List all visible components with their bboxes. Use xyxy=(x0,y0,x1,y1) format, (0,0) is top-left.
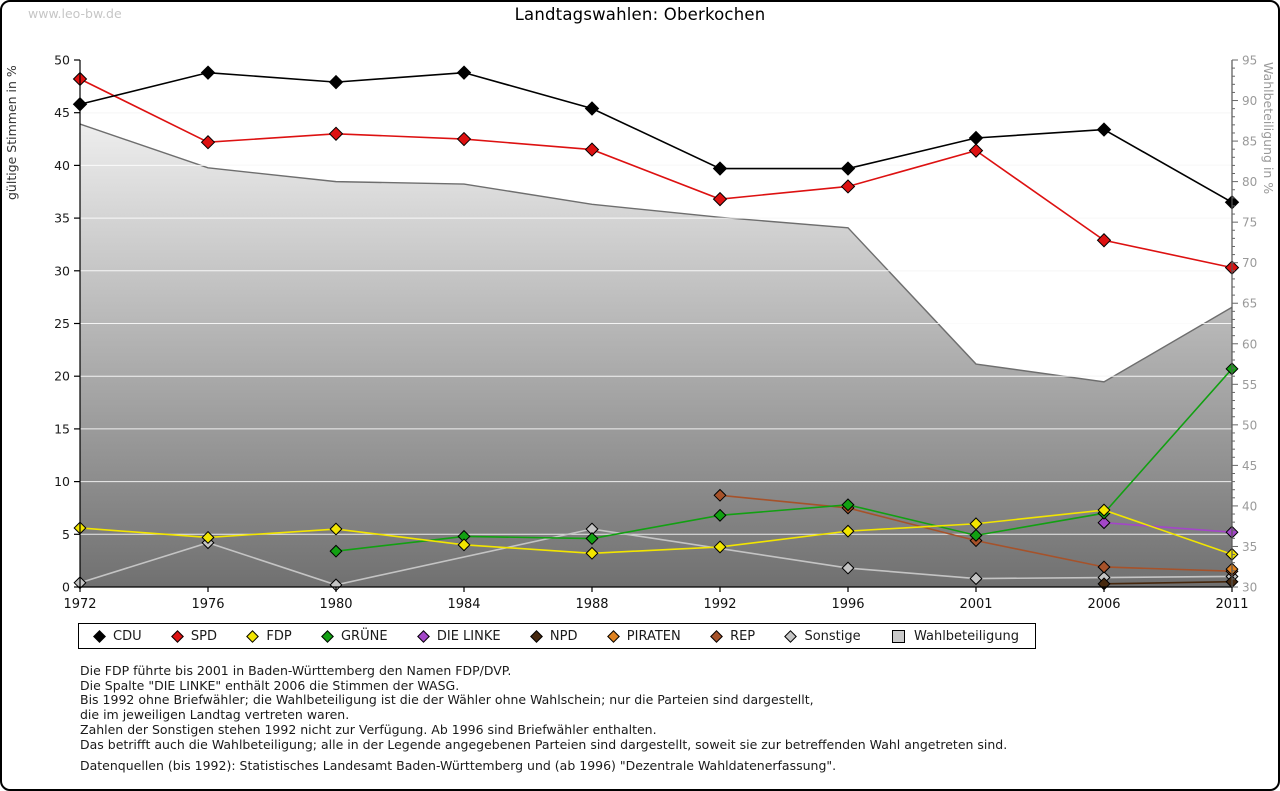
footnote-line: Zahlen der Sonstigen stehen 1992 nicht z… xyxy=(80,721,657,737)
svg-text:40: 40 xyxy=(54,158,70,173)
x-tick-2011: 2011 xyxy=(1215,597,1248,612)
svg-text:90: 90 xyxy=(1242,94,1257,108)
x-tick-2001: 2001 xyxy=(959,597,992,612)
diamond-marker-icon xyxy=(171,629,184,643)
diamond-marker-icon xyxy=(606,629,620,643)
footnote-line: Bis 1992 ohne Briefwähler; die Wahlbetei… xyxy=(80,692,814,708)
diamond-marker-icon xyxy=(416,629,430,643)
left-axis-title: gültige Stimmen in % xyxy=(4,65,19,200)
legend-label: DIE LINKE xyxy=(436,628,501,644)
footnote-line: Die Spalte "DIE LINKE" enthält 2006 die … xyxy=(80,677,460,693)
series-line-fdp xyxy=(73,503,1239,561)
svg-text:35: 35 xyxy=(1242,540,1257,554)
diamond-marker-icon xyxy=(530,629,543,643)
series-area-wahlbeteiligung xyxy=(79,123,1233,587)
diamond-marker-icon xyxy=(784,629,798,643)
svg-text:40: 40 xyxy=(1242,499,1257,513)
legend-item-wahlbeteiligung: Wahlbeteiligung xyxy=(891,628,1019,644)
svg-text:20: 20 xyxy=(54,369,70,384)
legend-item-die-linke: DIE LINKE xyxy=(416,628,501,644)
chart-legend: CDU SPD FDP GRÜNE DIE LINKE NPD PIRATEN REP Sons… xyxy=(78,623,1036,649)
x-tick-1988: 1988 xyxy=(575,597,608,612)
legend-label: CDU xyxy=(113,628,142,644)
legend-item-sonstige: Sonstige xyxy=(784,628,861,644)
footnotes: Die FDP führte bis 2001 in Baden-Württem… xyxy=(80,663,1008,774)
svg-text:80: 80 xyxy=(1242,175,1257,189)
x-tick-1992: 1992 xyxy=(703,597,736,612)
x-tick-1972: 1972 xyxy=(63,597,96,612)
x-tick-1984: 1984 xyxy=(447,597,480,612)
legend-item-gru-ne: GRÜNE xyxy=(321,628,388,644)
svg-text:60: 60 xyxy=(1242,337,1257,351)
legend-label: PIRATEN xyxy=(626,628,681,644)
right-axis-title: Wahlbeteiligung in % xyxy=(1261,62,1276,194)
svg-text:30: 30 xyxy=(1242,581,1257,595)
legend-label: SPD xyxy=(190,628,218,644)
svg-text:10: 10 xyxy=(54,474,70,489)
legend-label: NPD xyxy=(549,628,578,644)
legend-item-fdp: FDP xyxy=(246,628,292,644)
footnote-line: Die FDP führte bis 2001 in Baden-Württem… xyxy=(80,663,512,678)
x-tick-1996: 1996 xyxy=(831,597,864,612)
legend-item-npd: NPD xyxy=(530,628,578,644)
svg-text:45: 45 xyxy=(54,105,70,120)
svg-text:85: 85 xyxy=(1242,135,1257,149)
series-line-spd xyxy=(72,71,1240,275)
footnote-line: die im jeweiligen Landtag vertreten ware… xyxy=(80,707,350,723)
diamond-marker-icon xyxy=(710,629,723,643)
diamond-marker-icon xyxy=(246,629,260,643)
svg-text:75: 75 xyxy=(1242,216,1257,230)
footnote-line: Das betrifft auch die Wahlbeteiligung; a… xyxy=(80,736,1008,752)
legend-item-cdu: CDU xyxy=(93,628,142,644)
legend-item-piraten: PIRATEN xyxy=(606,628,681,644)
svg-text:55: 55 xyxy=(1242,378,1257,392)
svg-text:65: 65 xyxy=(1242,297,1257,311)
svg-text:45: 45 xyxy=(1242,459,1257,473)
election-chart-svg: 0 5 10 15 20 25 30 35 40 45 50 30 35 40 45 50 55 60 65 70 75… xyxy=(4,53,1276,613)
series-line-cdu xyxy=(72,65,1240,210)
svg-text:25: 25 xyxy=(54,316,70,331)
svg-text:5: 5 xyxy=(62,527,70,542)
x-tick-1980: 1980 xyxy=(319,597,352,612)
legend-label: Sonstige xyxy=(804,628,861,644)
svg-text:50: 50 xyxy=(54,53,70,68)
svg-text:70: 70 xyxy=(1242,256,1257,270)
x-tick-1976: 1976 xyxy=(191,597,224,612)
diamond-marker-icon xyxy=(321,629,334,643)
legend-label: FDP xyxy=(266,628,292,644)
svg-text:95: 95 xyxy=(1242,54,1257,68)
svg-text:15: 15 xyxy=(54,421,70,436)
legend-item-rep: REP xyxy=(710,628,756,644)
watermark-leo-bw: www.leo-bw.de xyxy=(28,6,122,21)
x-tick-2006: 2006 xyxy=(1087,597,1120,612)
footnote-line: Datenquellen (bis 1992): Statistisches L… xyxy=(80,758,837,774)
legend-label: REP xyxy=(730,628,756,644)
svg-text:0: 0 xyxy=(62,580,70,595)
legend-label: GRÜNE xyxy=(340,628,388,644)
legend-item-spd: SPD xyxy=(171,628,218,644)
diamond-marker-icon xyxy=(93,629,106,643)
chart-title: Landtagswahlen: Oberkochen xyxy=(514,5,766,24)
square-marker-icon xyxy=(891,629,905,643)
legend-label: Wahlbeteiligung xyxy=(913,628,1019,644)
svg-text:35: 35 xyxy=(54,211,70,226)
svg-text:30: 30 xyxy=(54,263,70,278)
svg-text:50: 50 xyxy=(1242,418,1257,432)
